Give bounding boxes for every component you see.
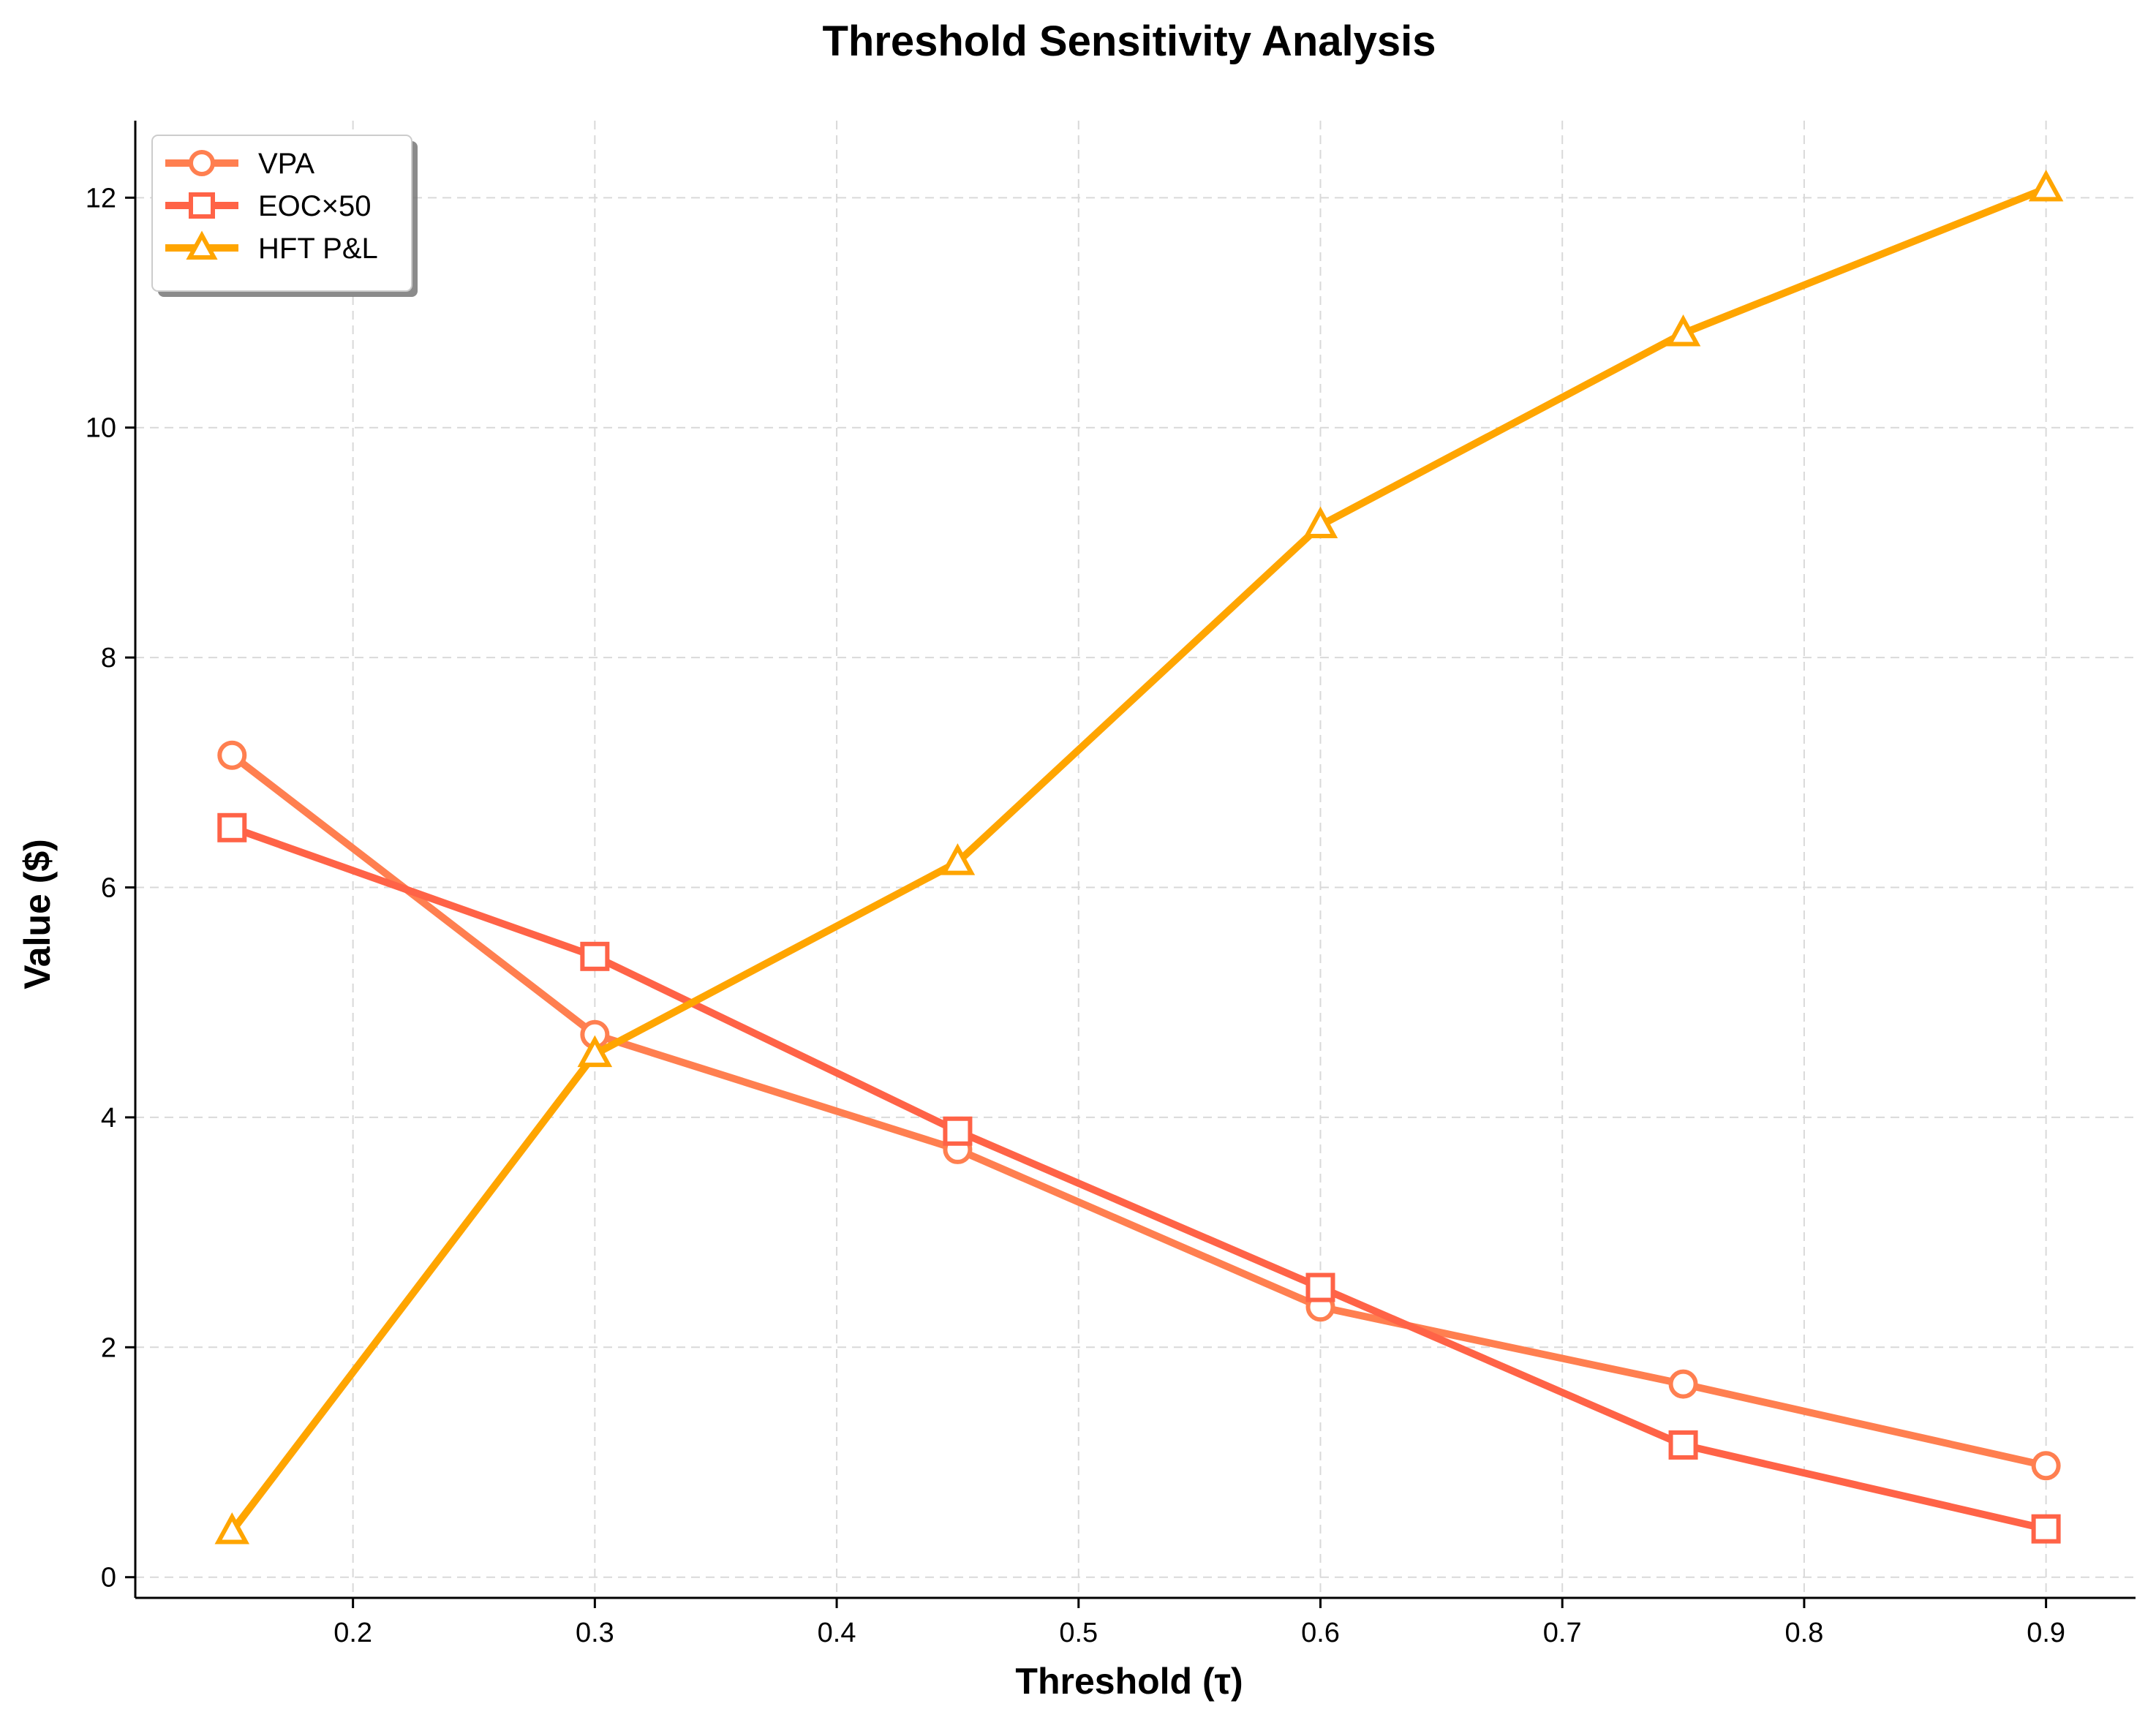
- legend-item: EOC×50: [165, 190, 372, 222]
- legend-marker: [189, 192, 215, 219]
- legend-item: HFT P&L: [165, 230, 378, 265]
- x-axis-label: Threshold (τ): [1015, 1661, 1243, 1702]
- series-hft-p-l: [214, 169, 2064, 1544]
- grid: [135, 121, 2136, 1598]
- y-axis-label: Value ($): [17, 839, 58, 989]
- y-tick-label: 12: [86, 183, 116, 214]
- legend-box: [151, 135, 412, 292]
- x-tick-label: 0.4: [818, 1618, 856, 1648]
- y-tick-label: 10: [86, 413, 116, 444]
- data-point: [1668, 1430, 1698, 1460]
- x-tick-label: 0.9: [2027, 1618, 2065, 1648]
- data-point: [2031, 1451, 2061, 1481]
- x-tick-label: 0.8: [1785, 1618, 1824, 1648]
- series-layer: [214, 169, 2064, 1544]
- legend-label: EOC×50: [258, 190, 372, 222]
- series-line: [228, 751, 2050, 1470]
- legend-marker: [186, 230, 218, 260]
- data-point: [2028, 169, 2064, 202]
- data-point: [217, 812, 247, 842]
- y-tick-label: 0: [101, 1563, 116, 1593]
- data-point: [943, 1116, 973, 1146]
- data-point: [940, 843, 976, 875]
- data-point: [1303, 506, 1338, 539]
- series-line: [228, 823, 2050, 1533]
- series-eoc-50: [217, 812, 2061, 1544]
- data-point: [580, 941, 610, 971]
- y-tick-label: 2: [101, 1332, 116, 1363]
- x-tick-label: 0.3: [576, 1618, 614, 1648]
- x-tick-label: 0.2: [333, 1618, 372, 1648]
- chart-title: Threshold Sensitivity Analysis: [822, 18, 1436, 65]
- series-line: [228, 184, 2050, 1535]
- legend-label: VPA: [258, 148, 314, 180]
- data-point: [217, 740, 247, 770]
- data-point: [214, 1512, 250, 1544]
- x-tick-label: 0.5: [1059, 1618, 1098, 1648]
- data-point: [1665, 314, 1701, 347]
- legend-item: VPA: [165, 148, 314, 180]
- data-point: [577, 1035, 613, 1068]
- legend-label: HFT P&L: [258, 233, 378, 265]
- data-point: [1668, 1369, 1698, 1399]
- x-tick-label: 0.6: [1301, 1618, 1340, 1648]
- y-tick-label: 8: [101, 643, 116, 674]
- y-tick-label: 6: [101, 873, 116, 904]
- data-point: [1305, 1272, 1335, 1302]
- axes: 0.2 0.3 0.4 0.5 0.6 0.7 0.8 0.9 0 2 4 6 8 10 12: [86, 121, 2136, 1648]
- legend-marker: [189, 150, 215, 176]
- x-tick-label: 0.7: [1543, 1618, 1582, 1648]
- data-point: [2031, 1514, 2061, 1544]
- legend: VPA EOC×50 HFT P&L: [151, 135, 418, 297]
- y-tick-label: 4: [101, 1103, 116, 1134]
